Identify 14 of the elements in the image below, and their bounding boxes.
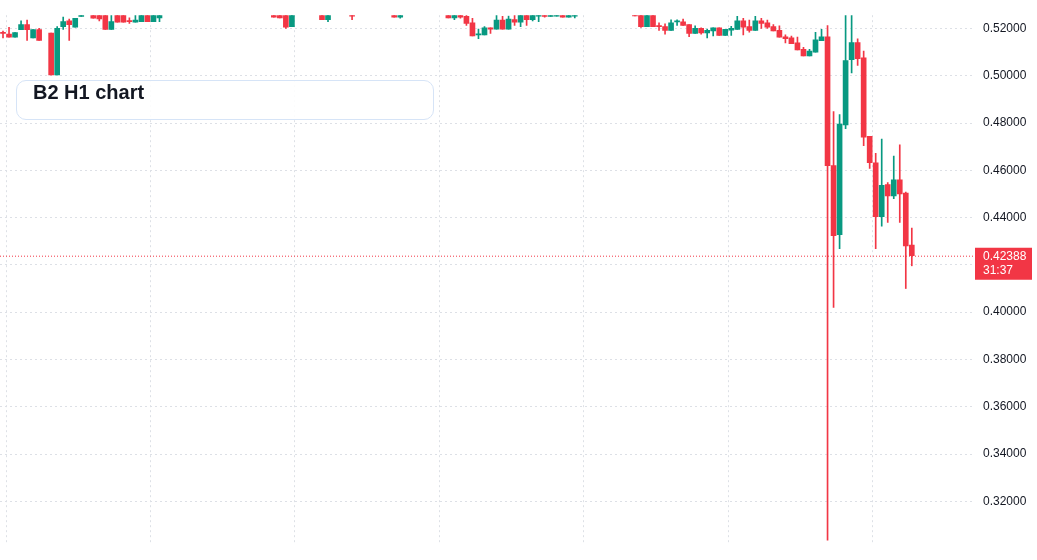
y-tick-label: 0.34000 [983,446,1027,461]
y-tick-label: 0.44000 [983,209,1027,224]
y-tick-label: 0.46000 [983,162,1027,177]
y-tick-label: 0.32000 [983,493,1027,508]
candlestick [66,18,73,41]
y-tick-label: 0.52000 [983,20,1027,35]
title-box: B2 H1 chart [16,80,434,120]
y-tick-label: 0.36000 [983,399,1027,414]
text: 31:37 [983,263,1014,278]
ref-line-label: 0.42388 [983,249,1027,264]
y-tick-label: 0.40000 [983,304,1027,319]
y-tick-label: 0.38000 [983,351,1027,366]
y-tick-label: 0.50000 [983,68,1027,83]
y-tick-label: 0.48000 [983,115,1027,130]
